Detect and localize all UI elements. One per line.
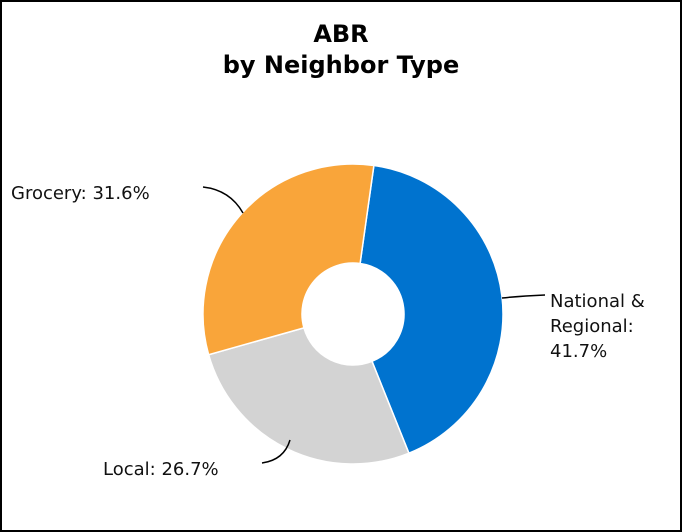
- chart-title: ABR: [313, 20, 368, 48]
- value-label: 41.7%: [550, 341, 608, 362]
- leader-line: [261, 439, 291, 464]
- slice: [359, 164, 504, 455]
- slice: [202, 163, 375, 356]
- category-label: Local:: [103, 459, 156, 480]
- slice: [207, 326, 410, 465]
- value-label: 31.6%: [92, 183, 150, 204]
- category-label: National & Regional:: [550, 291, 645, 337]
- category-label: Grocery:: [11, 183, 87, 204]
- value-label: 26.7%: [161, 459, 219, 480]
- slice-label: Local: 26.7%: [103, 457, 219, 482]
- chart-subtitle: by Neighbor Type: [223, 51, 460, 79]
- leader-line: [501, 294, 546, 299]
- leader-line: [202, 186, 244, 214]
- slice-label: Grocery: 31.6%: [11, 181, 150, 206]
- slice-label: National & Regional: 41.7%: [550, 289, 670, 364]
